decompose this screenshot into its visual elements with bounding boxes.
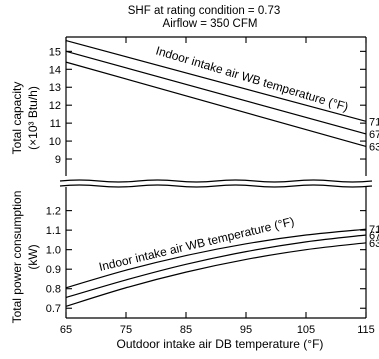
power-series: [65, 228, 367, 307]
power-y-tick-label: 0.9: [46, 264, 61, 276]
power-y-label-2: (kW): [26, 244, 40, 269]
capacity-series-label-71: 71: [369, 116, 379, 128]
power-y-tick-label: 0.7: [46, 303, 61, 315]
power-y-tick-label: 1.0: [46, 245, 61, 257]
capacity-y-tick-label: 10: [49, 136, 61, 148]
break-line-lower: [59, 184, 373, 188]
capacity-series-line-71: [65, 40, 367, 122]
power-y-tick-label: 1.1: [46, 225, 61, 237]
capacity-series-label-63: 63: [369, 141, 379, 153]
x-tick-label: 85: [180, 324, 192, 336]
capacity-series-label-67: 67: [369, 129, 379, 141]
capacity-series-line-63: [65, 61, 367, 148]
capacity-y-tick-label: 11: [50, 118, 61, 130]
capacity-y-tick-label: 12: [49, 100, 61, 112]
capacity-y-label-2: (×10³ Btu/h): [26, 86, 40, 150]
x-tick-label: 105: [297, 324, 315, 336]
capacity-y-tick-label: 15: [49, 46, 61, 58]
power-y-ticks: 0.7 0.8 0.9 1.0 1.1 1.2: [46, 206, 366, 315]
axis-break: [59, 179, 373, 188]
capacity-y-ticks: 9 10 11 12 13 14 15: [49, 46, 366, 166]
x-tick-label: 95: [240, 324, 252, 336]
capacity-y-tick-label: 13: [49, 82, 61, 94]
power-annotation: Indoor intake air WB temperature (°F): [97, 214, 295, 274]
power-series-label-71: 71: [369, 224, 379, 236]
capacity-series-line-67: [65, 50, 367, 135]
capacity-y-label-1: Total capacity: [10, 82, 24, 155]
power-series-line-63: [65, 242, 367, 307]
plot-frame: [65, 36, 367, 319]
power-y-tick-label: 1.2: [46, 206, 61, 218]
capacity-series: [65, 40, 367, 148]
x-axis-label: Outdoor intake air DB temperature (°F): [117, 337, 324, 351]
x-axis-ticks: 65 75 85 95 105 115: [60, 37, 375, 336]
power-series-line-67: [65, 234, 367, 299]
power-series-line-71: [65, 228, 367, 289]
power-y-tick-label: 0.8: [46, 284, 61, 296]
capacity-annotation: Indoor intake air WB temperature (°F): [154, 43, 350, 114]
shf-note: SHF at rating condition = 0.73: [128, 5, 280, 17]
power-y-label-1: Total power consumption: [10, 191, 24, 324]
capacity-y-tick-label: 14: [49, 64, 61, 76]
airflow-note: Airflow = 350 CFM: [163, 18, 258, 30]
x-tick-label: 115: [357, 324, 375, 336]
x-tick-label: 75: [120, 324, 132, 336]
x-tick-label: 65: [60, 324, 72, 336]
power-series-label-63: 63: [369, 238, 379, 250]
capacity-y-tick-label: 9: [55, 154, 61, 166]
power-series-label-67: 67: [369, 230, 379, 242]
break-line-upper: [59, 179, 373, 183]
